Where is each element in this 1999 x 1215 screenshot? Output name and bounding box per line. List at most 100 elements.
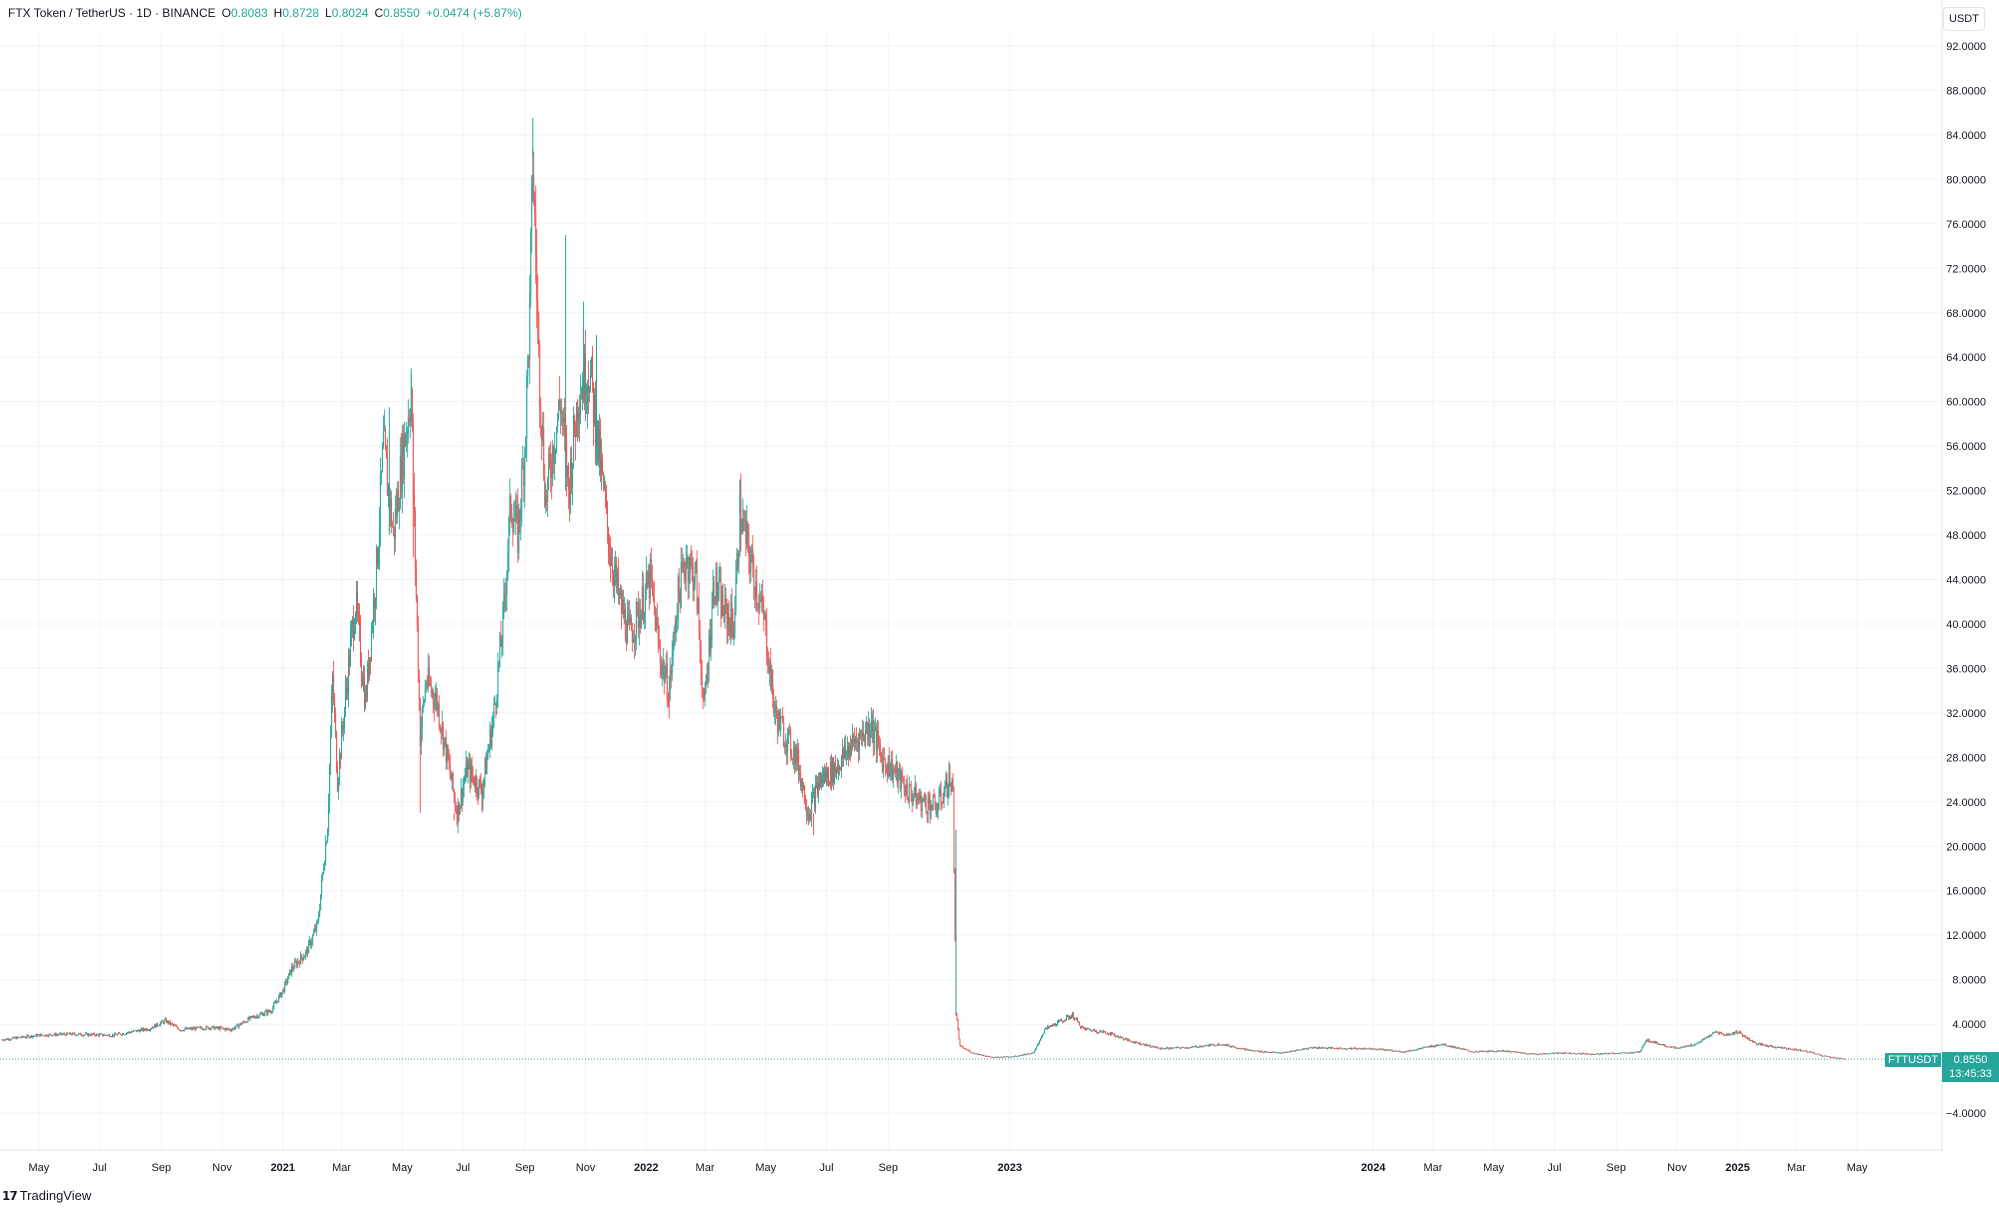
candle-body: [1179, 1047, 1181, 1049]
candle-body: [1025, 1054, 1027, 1055]
candle-body: [1058, 1020, 1060, 1022]
candle-body: [465, 761, 467, 778]
candle-body: [737, 553, 739, 567]
candle-layer: [1, 118, 1846, 1060]
candle-body: [834, 764, 836, 773]
candle-body: [1172, 1047, 1174, 1049]
candle-body: [270, 1011, 272, 1013]
candle-body: [1073, 1018, 1075, 1020]
price-tick-label: 56.0000: [1946, 441, 1986, 453]
candle-body: [1333, 1048, 1335, 1049]
candle-body: [1285, 1052, 1287, 1053]
candle-body: [309, 940, 311, 942]
candle-body: [1626, 1052, 1628, 1054]
price-tick-label: 52.0000: [1946, 486, 1986, 498]
candle-body: [1192, 1046, 1194, 1048]
candle-body: [1026, 1054, 1028, 1056]
candle-body: [1118, 1037, 1120, 1039]
candle-body: [1276, 1052, 1278, 1054]
candle-body: [316, 921, 318, 931]
candle-body: [1101, 1031, 1103, 1033]
time-tick-label: 2023: [998, 1162, 1022, 1174]
candle-body: [709, 634, 711, 652]
candle-body: [540, 405, 542, 426]
candle-body: [28, 1035, 30, 1038]
candle-body: [796, 747, 798, 763]
candle-body: [1674, 1047, 1676, 1049]
candle-body: [1356, 1049, 1358, 1050]
candle-body: [145, 1028, 147, 1031]
candle-body: [937, 807, 939, 812]
candle-body: [1491, 1050, 1493, 1052]
candle-body: [627, 614, 629, 616]
candle-body: [1164, 1048, 1166, 1050]
candle-body: [1574, 1053, 1576, 1055]
candle-body: [306, 948, 308, 952]
candle-body: [1607, 1053, 1609, 1055]
candle-body: [1643, 1044, 1645, 1046]
candle-body: [120, 1034, 122, 1036]
candle-body: [410, 390, 412, 421]
candle-body: [785, 743, 787, 748]
candle-body: [1826, 1056, 1828, 1057]
candle-body: [1752, 1039, 1754, 1043]
price-scale[interactable]: 92.000088.000084.000080.000076.000072.00…: [1941, 0, 1986, 1150]
candle-body: [1798, 1049, 1800, 1051]
candle-body: [598, 430, 600, 460]
candle-body: [321, 878, 323, 895]
candle-body: [833, 764, 835, 782]
candle-body: [116, 1034, 118, 1036]
candle-body: [211, 1026, 213, 1029]
candle-body: [1554, 1052, 1556, 1054]
candle-body: [1169, 1047, 1171, 1049]
candle-body: [1188, 1047, 1190, 1049]
candle-body: [1507, 1051, 1509, 1052]
candle-body: [801, 779, 803, 787]
candle-body: [495, 703, 497, 707]
symbol-title[interactable]: FTX Token / TetherUS · 1D · BINANCE: [8, 6, 216, 20]
candle-body: [1254, 1050, 1256, 1052]
candle-body: [1743, 1035, 1745, 1037]
candle-body: [1335, 1047, 1337, 1049]
candle-body: [217, 1027, 219, 1029]
candle-body: [337, 771, 339, 791]
candle-body: [1631, 1052, 1633, 1054]
candle-body: [692, 563, 694, 592]
candle-body: [359, 625, 361, 664]
candle-body: [850, 746, 852, 756]
candle-body: [53, 1034, 55, 1036]
time-scale[interactable]: May Jul Sep Nov 2021 Mar May Jul Sep Nov 2022 Mar Ma…: [0, 1149, 1942, 1174]
candle-body: [1495, 1051, 1497, 1053]
candle-body: [1217, 1043, 1219, 1046]
candle-body: [664, 675, 666, 683]
candle-body: [1806, 1051, 1808, 1053]
candle-body: [392, 526, 394, 528]
candle-body: [586, 402, 588, 404]
candle-body: [1256, 1050, 1258, 1052]
tradingview-logo[interactable]: 𝟭𝟳 TradingView: [2, 1188, 91, 1203]
candle-body: [1052, 1024, 1054, 1027]
candle-body: [1543, 1053, 1545, 1055]
candle-body: [682, 562, 684, 568]
candle-body: [164, 1018, 166, 1021]
currency-button[interactable]: USDT: [1943, 7, 1985, 31]
candle-body: [1770, 1045, 1772, 1047]
candle-body: [767, 656, 769, 666]
candle-body: [923, 794, 925, 800]
candle-body: [1125, 1038, 1127, 1040]
candle-body: [1320, 1047, 1322, 1049]
candle-body: [1578, 1052, 1580, 1054]
candle-body: [456, 811, 458, 824]
candle-body: [1167, 1047, 1169, 1049]
candle-body: [1334, 1048, 1336, 1050]
candle-body: [1262, 1052, 1264, 1053]
candle-body: [1038, 1043, 1040, 1045]
candle-body: [1805, 1050, 1807, 1052]
candle-body: [504, 593, 506, 596]
candle-body: [1696, 1043, 1698, 1045]
candle-body: [293, 968, 295, 970]
candle-body: [362, 678, 364, 686]
candle-body: [1516, 1051, 1518, 1053]
